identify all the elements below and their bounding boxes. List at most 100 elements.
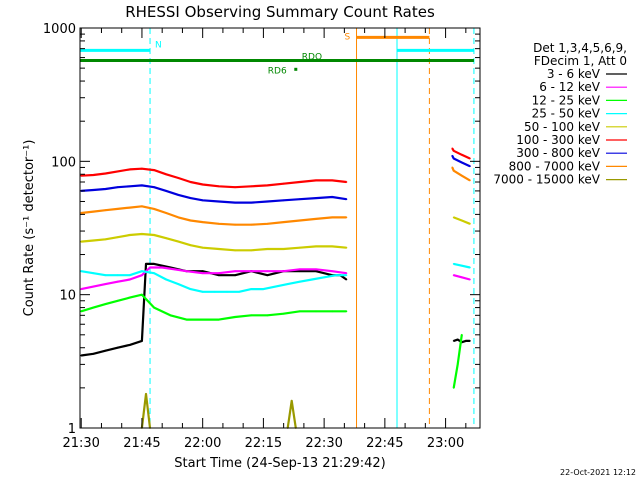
data-point-7-1-0 <box>451 166 454 169</box>
data-point-3-0-1 <box>92 272 95 275</box>
data-point-7-0-2 <box>104 209 107 212</box>
series-line-5-0 <box>81 167 347 189</box>
series-line-8-1 <box>286 399 297 429</box>
data-point-2-0-7 <box>169 314 172 317</box>
data-point-3-0-3 <box>116 274 119 277</box>
data-point-4-0-8 <box>177 240 180 243</box>
data-point-2-0-18 <box>345 310 348 313</box>
data-point-1-0-19 <box>345 272 348 275</box>
x-tick-label: 22:00 <box>184 436 221 451</box>
data-point-4-0-7 <box>165 237 168 240</box>
data-point-0-1-3 <box>464 340 467 342</box>
data-point-3-0-16 <box>274 285 277 288</box>
series-layer <box>80 147 471 429</box>
y-tick-label: 1000 <box>43 22 76 37</box>
data-point-2-0-11 <box>234 316 237 318</box>
data-point-1-0-7 <box>161 266 164 269</box>
data-point-7-0-6 <box>153 208 156 210</box>
data-point-2-1-0 <box>452 387 455 389</box>
data-point-3-0-13 <box>238 290 241 293</box>
series-line-1-0 <box>80 266 347 291</box>
x-tick-label: 22:45 <box>366 436 403 451</box>
y-tick-label: 1 <box>68 422 76 437</box>
data-point-0-0-17 <box>315 270 317 273</box>
legend-header-line: Det 1,3,4,5,6,9, <box>533 41 627 55</box>
data-point-3-0-5 <box>141 270 143 273</box>
x-axis-label: Start Time (24-Sep-13 21:29:42) <box>174 456 385 471</box>
data-point-6-0-2 <box>104 188 107 190</box>
series-line-0-0 <box>81 262 348 357</box>
data-point-0-0-11 <box>218 274 220 277</box>
data-point-5-0-3 <box>116 170 119 173</box>
data-point-5-0-16 <box>298 181 301 183</box>
legend-label-4: 50 - 100 keV <box>524 120 601 134</box>
data-point-6-1-3 <box>469 165 471 168</box>
data-point-7-0-13 <box>250 223 253 226</box>
data-point-4-0-13 <box>250 249 253 252</box>
data-point-0-0-0 <box>80 354 83 357</box>
data-point-2-0-16 <box>315 310 317 313</box>
data-point-6-0-10 <box>201 199 204 202</box>
data-point-4-0-3 <box>116 236 119 239</box>
data-point-4-0-12 <box>234 249 237 252</box>
legend-label-1: 6 - 12 keV <box>539 80 601 94</box>
legend-label-7: 800 - 7000 keV <box>509 159 601 173</box>
data-point-5-0-1 <box>92 174 95 176</box>
data-point-1-0-18 <box>331 270 334 273</box>
data-point-3-0-12 <box>226 290 228 293</box>
data-point-7-0-17 <box>315 218 317 220</box>
data-point-3-0-22 <box>345 274 348 277</box>
data-point-1-0-9 <box>185 270 188 273</box>
data-point-0-0-7 <box>153 263 156 265</box>
data-point-4-1-1 <box>460 219 463 222</box>
legend-label-6: 300 - 800 keV <box>516 146 600 160</box>
data-point-0-0-5 <box>141 340 143 342</box>
data-point-5-0-10 <box>201 183 204 186</box>
series-line-7-1 <box>451 166 471 182</box>
data-point-3-0-6 <box>153 272 156 275</box>
legend-label-0: 3 - 6 keV <box>547 67 601 81</box>
data-point-7-0-11 <box>218 222 220 225</box>
data-point-0-1-0 <box>452 340 455 342</box>
data-point-6-0-12 <box>234 201 237 204</box>
data-point-7-0-8 <box>177 216 180 219</box>
data-point-6-0-16 <box>298 198 301 201</box>
data-point-4-1-2 <box>469 222 471 225</box>
data-point-8-1-1 <box>290 399 293 402</box>
data-point-5-0-5 <box>141 167 143 170</box>
x-tick-label: 21:30 <box>62 436 99 451</box>
data-point-2-0-0 <box>80 310 83 313</box>
x-tick-label: 22:15 <box>245 436 282 451</box>
data-point-1-0-11 <box>218 272 220 275</box>
data-point-7-0-9 <box>189 219 192 222</box>
data-point-6-0-9 <box>189 197 192 200</box>
data-point-1-0-8 <box>173 268 176 271</box>
data-point-0-0-12 <box>234 274 237 277</box>
data-point-3-0-19 <box>311 278 313 281</box>
data-point-7-0-0 <box>80 212 83 214</box>
data-point-5-0-6 <box>153 169 156 172</box>
data-point-4-0-14 <box>266 248 269 250</box>
data-point-4-0-4 <box>128 234 131 236</box>
chart-title: RHESSI Observing Summary Count Rates <box>125 3 435 21</box>
data-point-5-0-15 <box>282 182 285 185</box>
data-point-7-0-3 <box>116 208 119 210</box>
data-point-1-0-1 <box>92 285 95 288</box>
data-point-7-0-10 <box>201 221 204 224</box>
data-point-1-0-14 <box>266 270 269 273</box>
mode-label-4: RD6 <box>268 66 287 76</box>
data-point-2-0-1 <box>92 306 95 309</box>
data-point-4-0-15 <box>282 248 285 250</box>
data-point-1-0-13 <box>250 270 253 273</box>
data-point-6-0-17 <box>315 197 317 200</box>
data-point-0-0-2 <box>104 349 107 352</box>
x-tick-label: 23:00 <box>427 436 464 451</box>
data-point-6-0-14 <box>266 200 269 203</box>
data-point-5-0-2 <box>104 172 107 175</box>
legend: Det 1,3,4,5,6,9,FDecim 1, Att 03 - 6 keV… <box>493 41 627 187</box>
series-line-7-0 <box>81 205 347 226</box>
data-point-0-1-1 <box>456 338 459 341</box>
data-point-1-0-4 <box>128 278 131 281</box>
data-point-3-0-15 <box>262 288 265 290</box>
